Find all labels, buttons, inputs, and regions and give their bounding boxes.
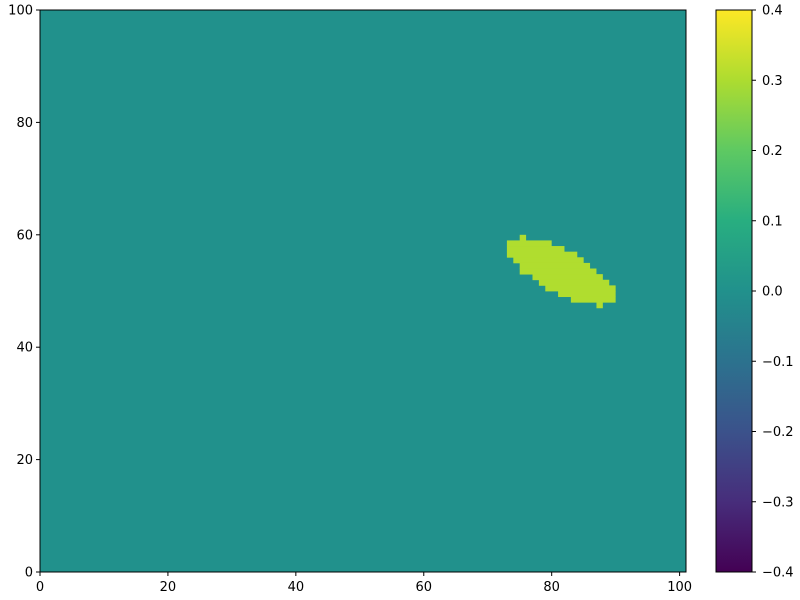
heatmap-row-0-7	[532, 274, 603, 281]
heatmap-row-0-2	[506, 246, 565, 253]
colorbar-tick-label: 0.4	[762, 4, 783, 19]
x-axis: 0 20 40 60 80 100	[36, 572, 692, 595]
heatmap-row-0-12	[596, 302, 603, 309]
y-axis: 0 20 40 60 80 100	[8, 4, 40, 581]
colorbar-tick-label: −0.3	[762, 495, 794, 510]
y-tick-label: 60	[16, 228, 33, 243]
colorbar-gradient	[716, 10, 752, 572]
colorbar-tick-label: 0.1	[762, 214, 783, 229]
colorbar-ticks: −0.4 −0.3 −0.2 −0.1 0.0 0.1 0.2 0.3 0.4	[752, 4, 794, 581]
heatmap-row-0-0	[519, 234, 527, 241]
heatmap-row-0-6	[519, 268, 597, 275]
heatmap-row-0-9	[545, 285, 616, 292]
colorbar-tick-label: −0.1	[762, 355, 794, 370]
plot-frame	[39, 9, 687, 573]
heatmap-row-0-3	[506, 251, 578, 258]
y-tick-label: 20	[16, 453, 33, 468]
x-tick-label: 80	[543, 580, 560, 595]
colorbar-tick-label: 0.2	[762, 144, 783, 159]
y-tick-label: 100	[8, 4, 33, 19]
x-tick-label: 100	[667, 580, 692, 595]
y-tick-label: 0	[25, 566, 33, 581]
colorbar-tick-label: −0.2	[762, 425, 794, 440]
heatmap-row-0-5	[519, 262, 591, 269]
colorbar-tick-label: 0.3	[762, 74, 783, 89]
heatmap-row-0-8	[538, 279, 610, 286]
heatmap-row-0-1	[506, 240, 552, 247]
heatmap-row-0-10	[558, 291, 616, 298]
plot-area: 0 20 40 60 80 100 0 20 40 60 80 100	[8, 4, 692, 596]
colorbar: −0.4 −0.3 −0.2 −0.1 0.0 0.1 0.2 0.3 0.4	[715, 4, 794, 581]
colorbar-tick-label: −0.4	[762, 566, 794, 581]
colorbar-tick-label: 0.0	[762, 285, 783, 300]
y-tick-label: 40	[16, 341, 33, 356]
x-tick-label: 60	[415, 580, 432, 595]
heatmap-cells	[506, 234, 616, 309]
x-tick-label: 0	[36, 580, 44, 595]
x-tick-label: 20	[160, 580, 177, 595]
y-tick-label: 80	[16, 116, 33, 131]
heatmap-row-0-4	[513, 257, 584, 264]
x-tick-label: 40	[288, 580, 305, 595]
heatmap-row-0-11	[570, 296, 616, 303]
